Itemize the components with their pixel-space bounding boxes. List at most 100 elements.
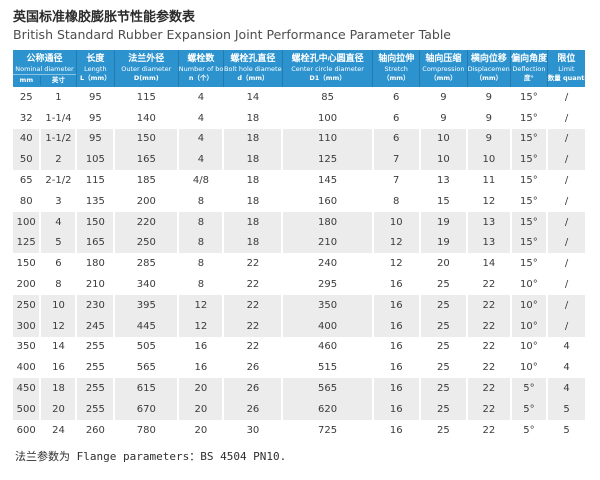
header-zh: 螺栓孔中心圆直径 xyxy=(291,54,364,64)
table-cell: 110 xyxy=(282,128,374,150)
table-cell: 615 xyxy=(114,378,180,399)
table-cell: 9 xyxy=(467,107,512,129)
table-row: 40 1-1/2 95 150 4 18 110 6 10 9 15° / xyxy=(13,128,585,150)
table-row: 125 5 165 250 8 18 210 12 19 13 15° / xyxy=(13,232,585,254)
table-cell: 22 xyxy=(223,253,284,275)
table-cell: 5 xyxy=(563,424,570,436)
table-cell: 670 xyxy=(114,398,180,420)
table-cell: 16 xyxy=(178,357,225,379)
header-zh: 轴向拉伸 xyxy=(378,54,415,64)
table-cell: 150 xyxy=(114,128,180,150)
table-cell: 10° xyxy=(510,336,549,358)
table-cell: 8 xyxy=(178,253,225,275)
table-cell: 25 xyxy=(419,315,469,337)
header-zh: 螺栓数 xyxy=(187,54,215,64)
header-en: Stretch xyxy=(384,65,408,73)
table-cell: 4 xyxy=(40,211,78,233)
table-cell: 40 xyxy=(13,128,42,150)
table-cell: 6 xyxy=(372,87,421,108)
table-cell: 16 xyxy=(372,357,421,379)
table-cell: 18 xyxy=(223,170,284,191)
table-cell: 15° xyxy=(510,211,549,233)
table-cell: 230 xyxy=(76,294,116,316)
table-cell: 13 xyxy=(467,232,512,254)
table-cell: 20 xyxy=(178,398,225,420)
table-cell: 565 xyxy=(114,357,180,379)
table-cell: 25 xyxy=(419,274,469,295)
table-cell: 7 xyxy=(372,149,421,171)
table-cell: 16 xyxy=(372,315,421,337)
table-cell: 10 xyxy=(467,149,512,171)
header-unit: 度° xyxy=(524,74,534,82)
page-subtitle: British Standard Rubber Expansion Joint … xyxy=(13,27,451,42)
table-cell: 15° xyxy=(510,149,549,171)
table-cell: 25 xyxy=(419,336,469,358)
table-cell: 30 xyxy=(223,419,284,441)
col-header-bolt-hole-diameter: 螺栓孔直径 Bolt hole diameter d（mm） xyxy=(223,50,283,87)
table-cell: 25 xyxy=(419,357,469,379)
header-en: Displacement xyxy=(467,65,511,73)
table-cell: 780 xyxy=(114,419,180,441)
table-cell: 15 xyxy=(419,190,469,212)
table-cell: 25 xyxy=(419,378,469,399)
table-header: 公称通径 Nominal diameter mm 英寸 长度 Length L（… xyxy=(13,50,594,87)
table-cell: 12 xyxy=(178,294,225,316)
table-cell: 400 xyxy=(13,357,42,379)
table-cell: 3 xyxy=(40,190,78,212)
table-cell: 85 xyxy=(282,87,374,108)
col-header-displacement: 横向位移 Displacement （mm） xyxy=(467,50,512,87)
table-row: 25 1 95 115 4 14 85 6 9 9 15° / xyxy=(13,87,585,108)
table-cell: 350 xyxy=(13,336,42,358)
table-cell: 22 xyxy=(223,315,284,337)
table-cell: 95 xyxy=(76,107,116,129)
table-cell: 445 xyxy=(114,315,180,337)
header-en: Bolt hole diameter xyxy=(223,65,282,73)
table-cell: 14 xyxy=(40,336,78,358)
table-cell: 11 xyxy=(467,170,512,191)
table-cell: 4/8 xyxy=(178,170,225,191)
table-cell: / xyxy=(564,279,569,291)
table-cell: 6 xyxy=(372,128,421,150)
table-cell: 5° xyxy=(510,398,549,420)
table-cell: 16 xyxy=(178,336,225,358)
table-cell: 4 xyxy=(563,341,570,353)
header-en: Deflection xyxy=(512,65,546,73)
header-en: Compression xyxy=(422,65,465,73)
table-cell: 8 xyxy=(372,190,421,212)
table-cell: 8 xyxy=(178,190,225,212)
table-cell: 10 xyxy=(372,211,421,233)
table-row: 50 2 105 165 4 18 125 7 10 10 15° / xyxy=(13,149,585,171)
table-row: 300 12 245 445 12 22 400 16 25 22 10° / xyxy=(13,315,585,337)
table-cell: 50 xyxy=(13,149,42,171)
table-cell: 15° xyxy=(510,128,549,150)
table-cell: / xyxy=(547,128,585,150)
table-cell: 18 xyxy=(223,190,284,212)
col-header-compression: 轴向压缩 Compression （mm） xyxy=(419,50,468,87)
nominal-subheader-row: mm 英寸 xyxy=(13,74,76,85)
table-cell: 180 xyxy=(282,211,374,233)
table-cell: 80 xyxy=(13,190,42,212)
table-cell: / xyxy=(564,258,569,270)
table-cell: 22 xyxy=(467,398,512,420)
table-row: 450 18 255 615 20 26 565 16 25 22 5° 4 xyxy=(13,378,585,399)
table-cell: 25 xyxy=(419,294,469,316)
table-cell: 95 xyxy=(76,87,116,108)
table-cell: 19 xyxy=(419,232,469,254)
table-cell: 565 xyxy=(282,378,374,399)
table-cell: 250 xyxy=(13,294,42,316)
table-cell: 9 xyxy=(419,107,469,129)
table-cell: 22 xyxy=(467,315,512,337)
table-cell: 5° xyxy=(510,419,549,441)
table-cell: 100 xyxy=(282,107,374,129)
table-cell: 505 xyxy=(114,336,180,358)
table-cell: 165 xyxy=(76,232,116,254)
table-row: 250 10 230 395 12 22 350 16 25 22 10° / xyxy=(13,294,585,316)
table-cell: 32 xyxy=(13,107,42,129)
col-header-bolt-count: 螺栓数 Number of bolts n（个） xyxy=(178,50,224,87)
table-cell: 210 xyxy=(282,232,374,254)
table-cell: 295 xyxy=(282,274,374,295)
table-cell: 245 xyxy=(76,315,116,337)
table-cell: 26 xyxy=(223,357,284,379)
table-row: 65 2-1/2 115 185 4/8 18 145 7 13 11 15° / xyxy=(13,170,585,191)
header-zh: 轴向压缩 xyxy=(425,54,462,64)
